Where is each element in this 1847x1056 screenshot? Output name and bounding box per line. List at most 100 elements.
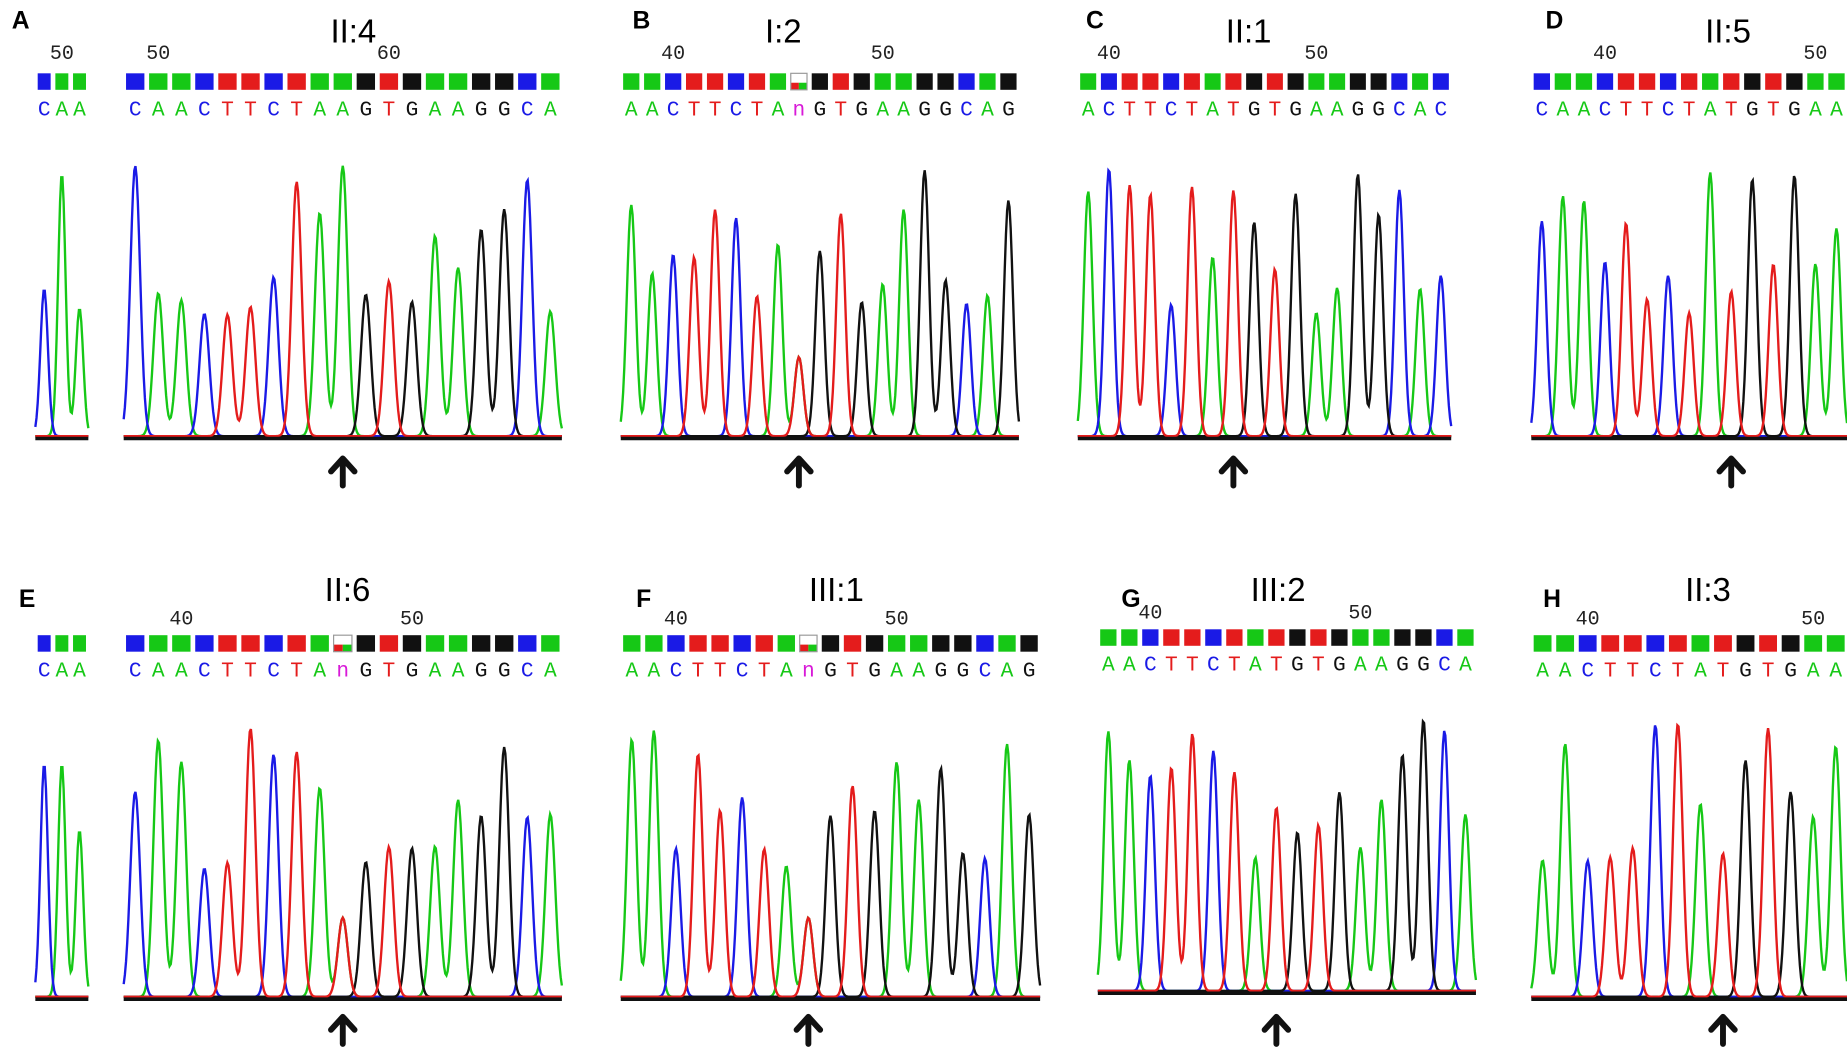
- base-call: T: [244, 99, 257, 123]
- base-square: [1020, 635, 1038, 652]
- base-square: [1786, 73, 1803, 90]
- base-call: C: [960, 99, 973, 123]
- base-square: [874, 73, 891, 90]
- base-square: [1668, 635, 1687, 652]
- panel-label: B: [633, 8, 651, 35]
- base-call: C: [1438, 654, 1451, 678]
- base-call: A: [625, 99, 638, 123]
- base-call: C: [129, 659, 142, 683]
- base-square: [916, 73, 933, 90]
- base-square: [1204, 73, 1221, 90]
- base-call: C: [267, 659, 280, 683]
- base-call: G: [1788, 99, 1801, 123]
- position-label: 40: [1593, 43, 1617, 66]
- base-square: [379, 635, 399, 652]
- base-call: G: [1289, 99, 1302, 123]
- base-square: [821, 635, 840, 652]
- base-call: T: [1269, 99, 1282, 123]
- base-square: [1394, 629, 1411, 646]
- base-call: T: [1762, 659, 1775, 683]
- base-square: [356, 73, 376, 90]
- base-square: [1702, 73, 1719, 90]
- base-square: [541, 635, 560, 652]
- base-square: [1646, 635, 1665, 652]
- trace: [1531, 220, 1847, 438]
- base-square: [310, 635, 329, 652]
- base-call: A: [1414, 99, 1427, 123]
- panel-title: III:2: [1251, 571, 1306, 608]
- arrow: [1218, 455, 1249, 489]
- base-square: [1432, 73, 1449, 90]
- base-square: [1436, 629, 1453, 646]
- base-call: G: [1784, 659, 1797, 683]
- base-call: T: [1144, 99, 1157, 123]
- base-square: [1163, 73, 1180, 90]
- base-square: [1759, 635, 1777, 652]
- base-square: [172, 73, 191, 90]
- panel-label: G: [1121, 586, 1140, 613]
- panel-label: E: [19, 586, 36, 613]
- base-square: [448, 73, 468, 90]
- base-call: C: [1581, 659, 1594, 683]
- base-call: C: [1103, 99, 1116, 123]
- base-square: [808, 644, 818, 652]
- arrow: [1708, 1013, 1738, 1047]
- base-square: [755, 635, 773, 652]
- base-call: T: [1672, 659, 1685, 683]
- base-square: [1370, 73, 1387, 90]
- base-square: [1310, 629, 1327, 646]
- base-call: A: [1310, 99, 1323, 123]
- base-call: A: [175, 99, 188, 123]
- base-call: C: [670, 659, 683, 683]
- arrow: [1716, 455, 1746, 489]
- panel-title: II:4: [330, 13, 376, 50]
- base-square: [1412, 73, 1429, 90]
- base-call: T: [1186, 654, 1199, 678]
- base-square: [55, 73, 69, 90]
- base-square: [1828, 73, 1845, 90]
- base-square: [73, 73, 86, 90]
- base-square: [1391, 73, 1408, 90]
- trace: [123, 728, 562, 998]
- base-call: n: [336, 659, 349, 683]
- base-square: [541, 73, 560, 90]
- base-square: [172, 635, 191, 652]
- base-square: [1554, 73, 1572, 90]
- base-square: [685, 73, 703, 90]
- base-call: A: [1375, 654, 1388, 678]
- base-square: [333, 73, 352, 90]
- base-call: C: [1649, 659, 1662, 683]
- base-call: C: [521, 659, 534, 683]
- base-square: [727, 73, 745, 90]
- arrow: [784, 455, 814, 489]
- position-label: 50: [885, 609, 909, 632]
- base-call: G: [1291, 654, 1304, 678]
- base-square: [1680, 73, 1698, 90]
- base-square: [1736, 635, 1755, 652]
- trace: [620, 764, 1042, 998]
- position-label: 50: [400, 609, 424, 632]
- panel-label: A: [12, 8, 30, 35]
- position-label: 40: [1576, 609, 1600, 632]
- base-outline: [333, 634, 353, 653]
- position-label: 40: [169, 609, 193, 632]
- base-square: [402, 73, 422, 90]
- base-square: [518, 73, 537, 90]
- base-square: [425, 73, 445, 90]
- base-call: A: [313, 659, 326, 683]
- base-square: [73, 635, 86, 652]
- position-label: 40: [1138, 603, 1162, 626]
- base-call: G: [1396, 654, 1409, 678]
- base-square: [1575, 73, 1593, 90]
- base-square: [1080, 73, 1097, 90]
- base-square: [1623, 635, 1642, 652]
- base-square: [910, 635, 928, 652]
- arrow: [1261, 1013, 1292, 1047]
- position-label: 40: [1097, 43, 1121, 66]
- arrow: [328, 1013, 358, 1047]
- base-call: A: [429, 659, 442, 683]
- base-call: A: [1249, 654, 1262, 678]
- base-outline: [799, 634, 818, 653]
- base-call: T: [1227, 99, 1240, 123]
